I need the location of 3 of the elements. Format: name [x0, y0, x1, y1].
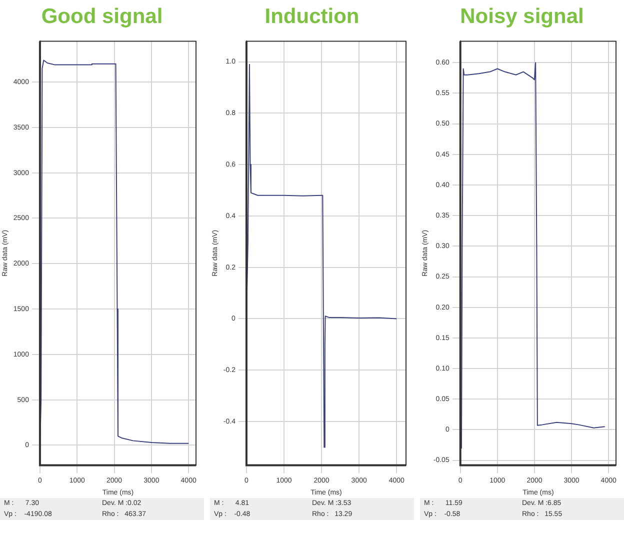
chart-title: Induction	[264, 4, 360, 30]
chart-title: Good signal	[40, 4, 164, 30]
chart-title: Noisy signal	[459, 4, 585, 30]
